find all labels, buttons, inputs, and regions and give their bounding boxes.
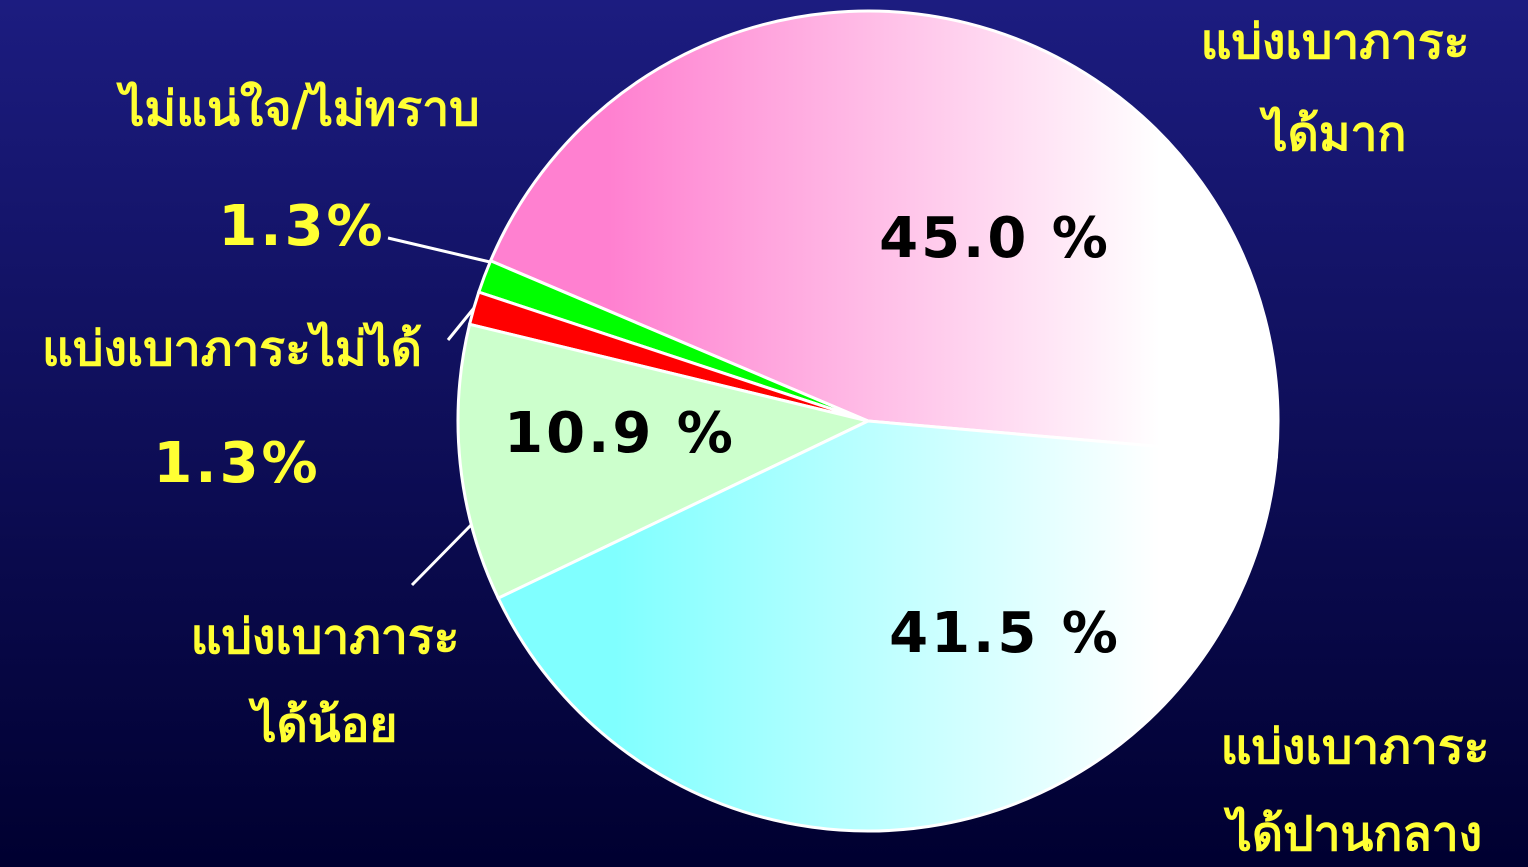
category-label: ได้มาก	[1259, 105, 1407, 162]
pie-slice	[496, 419, 1279, 833]
leader-line	[410, 518, 478, 587]
category-label: แบ่งเบาภาระ	[191, 609, 460, 665]
value-label: 1.3%	[153, 431, 320, 496]
value-label: 45.0 %	[879, 206, 1111, 271]
category-label: แบ่งเบาภาระไม่ได้	[42, 320, 422, 377]
leader-line	[387, 236, 491, 264]
category-label: แบ่งเบาภาระ	[1201, 14, 1470, 70]
category-label: ได้ปานกลาง	[1223, 805, 1482, 862]
pie-slice	[456, 322, 873, 601]
value-label: 10.9 %	[504, 401, 736, 466]
leader-line	[446, 307, 476, 341]
leader-lines	[387, 236, 491, 587]
value-label: 1.3%	[218, 194, 385, 259]
value-label: 41.5 %	[889, 601, 1121, 666]
category-label: แบ่งเบาภาระ	[1221, 719, 1490, 775]
category-label: ได้น้อย	[247, 696, 397, 753]
pie-slice	[488, 9, 1280, 459]
category-label: ไม่แน่ใจ/ไม่ทราบ	[115, 80, 479, 137]
